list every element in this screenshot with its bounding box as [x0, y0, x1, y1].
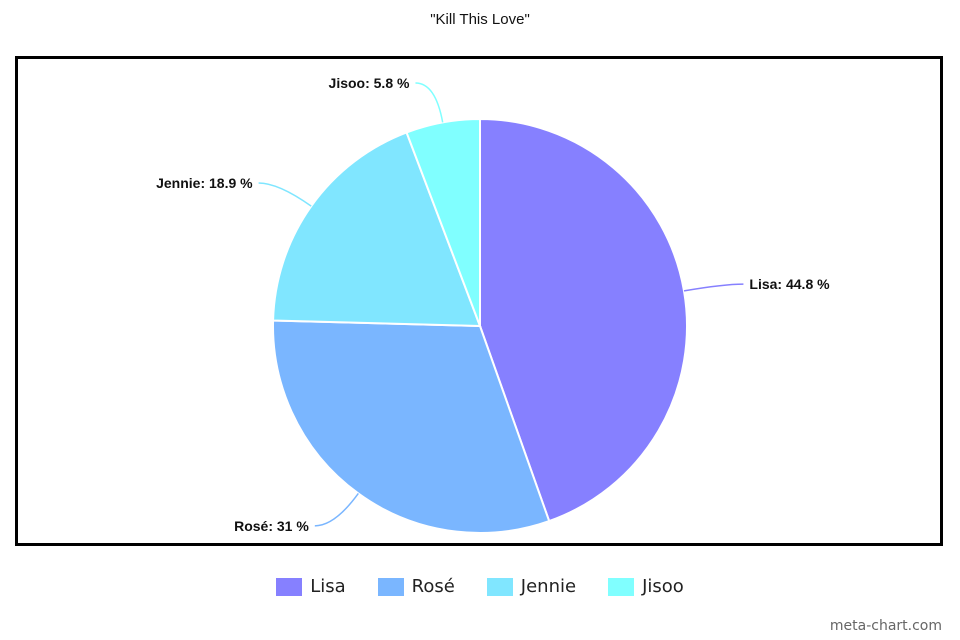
slice-label-lisa: Lisa: 44.8 % — [749, 276, 830, 292]
legend-item-lisa[interactable]: Lisa — [276, 576, 346, 597]
legend-label-lisa: Lisa — [310, 576, 346, 597]
legend-label-rose: Rosé — [411, 576, 455, 597]
slice-label-jisoo: Jisoo: 5.8 % — [329, 75, 410, 91]
leader-line-jennie — [258, 182, 312, 207]
leader-line-rose — [314, 493, 359, 527]
legend-label-jisoo: Jisoo — [642, 576, 684, 597]
plot-area — [15, 56, 943, 546]
chart-title: "Kill This Love" — [430, 11, 530, 28]
legend-item-jennie[interactable]: Jennie — [486, 576, 577, 597]
slice-label-rose: Rosé: 31 % — [234, 518, 309, 534]
leader-line-jisoo — [415, 82, 444, 123]
legend-item-jisoo[interactable]: Jisoo — [608, 576, 684, 597]
pie-slice-jisoo[interactable] — [405, 117, 481, 327]
legend-swatch-jisoo — [608, 577, 635, 596]
slice-label-jennie: Jennie: 18.9 % — [156, 175, 253, 191]
watermark: meta-chart.com — [829, 618, 942, 634]
legend-swatch-lisa — [276, 577, 303, 596]
legend-swatch-rose — [377, 577, 404, 596]
legend-swatch-jennie — [486, 577, 513, 596]
pie-slice-jennie[interactable] — [272, 131, 482, 328]
pie-slice-lisa[interactable] — [479, 117, 688, 523]
legend-item-rose[interactable]: Rosé — [377, 576, 455, 597]
legend-label-jennie: Jennie — [520, 576, 577, 597]
legend: Lisa Rosé Jennie Jisoo — [0, 576, 960, 597]
leader-line-lisa — [683, 283, 744, 292]
